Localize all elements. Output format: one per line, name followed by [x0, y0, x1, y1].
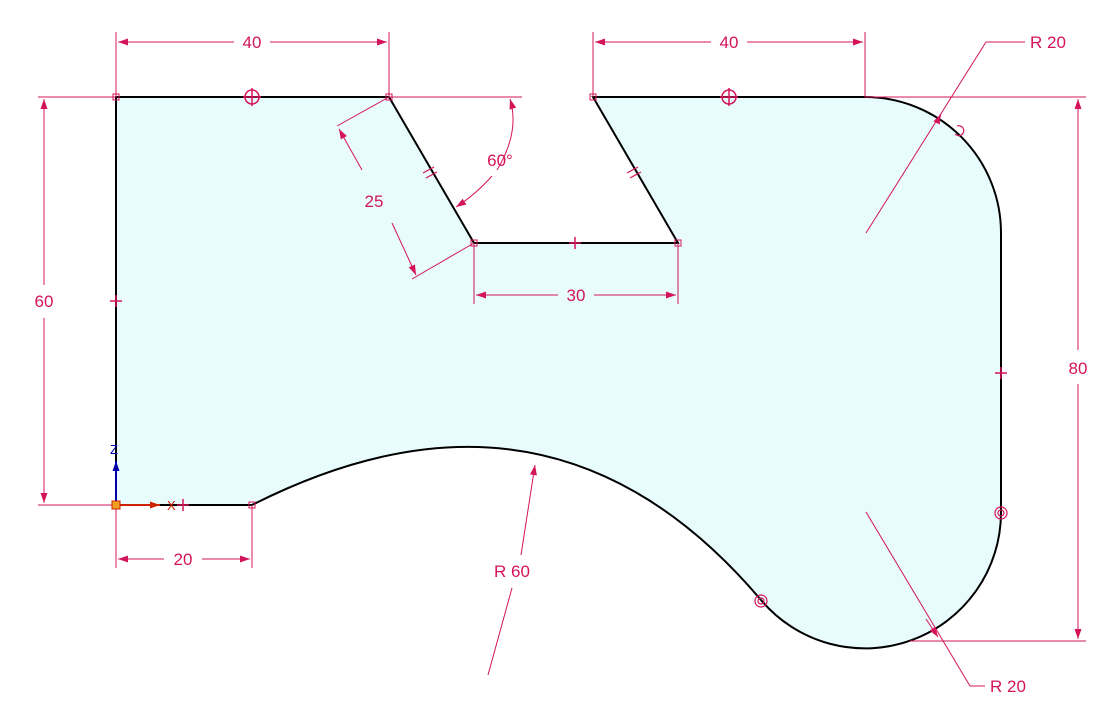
- midpoint-constraints: [110, 237, 1007, 379]
- vertex-marker: [589, 93, 597, 101]
- dim-line-slot-edge: [338, 128, 363, 171]
- dim-text-radius-bottom-arc[interactable]: R 60: [494, 562, 530, 581]
- vertex-marker: [674, 239, 682, 247]
- leader-radius-bottom-right: [865, 511, 971, 687]
- vertex-marker: [112, 93, 120, 101]
- dim-text-bottom-left[interactable]: 20: [174, 550, 193, 569]
- leader-radius-bottom-arc: [487, 587, 513, 676]
- z-axis-label: Z: [110, 442, 118, 457]
- dim-text-radius-top[interactable]: R 20: [1030, 33, 1066, 52]
- vertex-marker: [470, 239, 478, 247]
- x-axis-label: X: [167, 498, 176, 513]
- horizontal-constraint-icons: [243, 88, 738, 106]
- dim-text-top-right[interactable]: 40: [720, 33, 739, 52]
- part-profile[interactable]: [115, 96, 1002, 650]
- dim-text-slot-bottom[interactable]: 30: [567, 286, 586, 305]
- dim-text-left-height[interactable]: 60: [35, 292, 54, 311]
- vertex-marker: [385, 93, 393, 101]
- coordinate-axes: X Z: [110, 442, 189, 513]
- dim-text-top-left[interactable]: 40: [243, 33, 262, 52]
- dim-text-slot-angle[interactable]: 60°: [487, 151, 513, 170]
- tangent-constraint-icons: [754, 125, 1008, 608]
- vertex-markers: [112, 93, 682, 509]
- dim-arc-slot-angle: [496, 98, 517, 171]
- dim-text-slot-edge[interactable]: 25: [365, 192, 384, 211]
- equal-length-constraints: [422, 166, 642, 179]
- dimension-lines: [40, 38, 1082, 687]
- dim-text-right-height[interactable]: 80: [1069, 359, 1088, 378]
- dim-text-radius-bottom-right[interactable]: R 20: [990, 677, 1026, 696]
- origin-marker: [111, 500, 121, 510]
- vertex-marker: [248, 501, 256, 509]
- extension-lines: [38, 32, 1086, 642]
